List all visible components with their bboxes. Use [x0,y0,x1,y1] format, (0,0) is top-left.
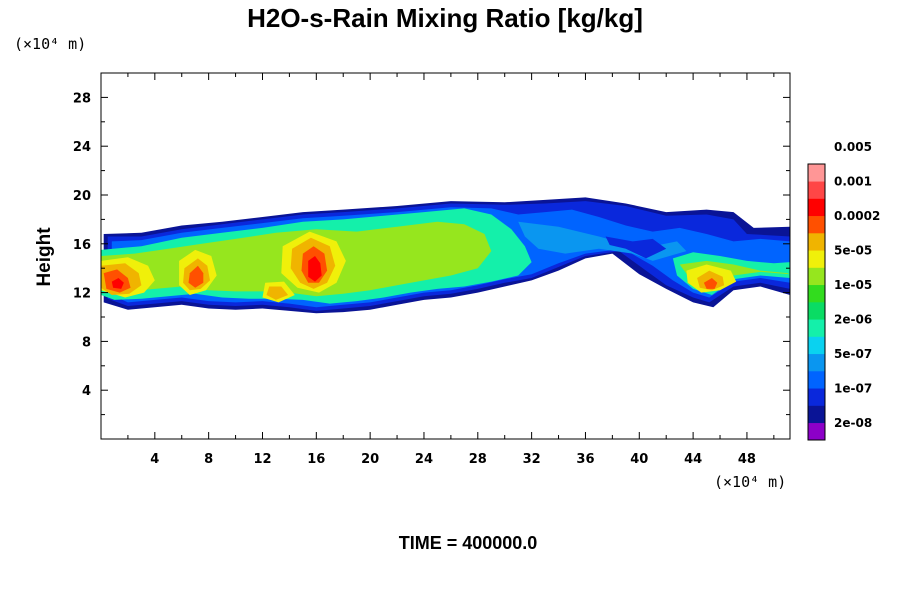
colorbar-label: 1e-07 [834,381,872,395]
colorbar-swatch [808,215,825,234]
x-unit-label: (×10⁴ m) [714,473,786,491]
colorbar-swatch [808,181,825,199]
contour-region [111,278,124,289]
contour-region [188,265,204,288]
colorbar-swatch [808,233,825,251]
y-tick-label: 4 [82,384,91,399]
colorbar-swatch [808,319,825,337]
x-tick-label: 4 [150,452,159,467]
colorbar-swatch [808,353,825,372]
colorbar-label: 2e-08 [834,416,872,430]
y-tick-label: 12 [73,287,91,302]
x-tick-label: 24 [415,452,433,467]
colorbar-label: 0.005 [834,140,872,154]
y-unit-label: (×10⁴ m) [14,35,86,53]
contour-region [703,278,718,289]
colorbar-swatch [808,250,825,268]
x-tick-label: 16 [307,452,325,467]
colorbar-label: 5e-07 [834,347,872,361]
contour-region [308,256,322,282]
colorbar-swatch [808,198,825,217]
colorbar-swatch [808,164,825,182]
x-tick-label: 20 [361,452,379,467]
colorbar-swatch [808,267,825,286]
plot-frame [100,72,791,440]
y-tick-label: 16 [73,238,91,253]
contour-regions [101,197,791,314]
colorbar: 2e-08 1e-07 5e-07 2e-06 1e-05 5e-05 0.0002 0.00… [807,140,880,441]
x-tick-label: 44 [684,452,702,467]
x-tick-label: 32 [523,452,541,467]
y-tick-label: 24 [73,140,91,155]
x-tick-label: 8 [204,452,213,467]
contour-region [266,286,289,300]
x-tick-label: 40 [630,452,648,467]
y-tick-label: 8 [82,335,91,350]
colorbar-swatch [808,405,825,424]
colorbar-label: 0.0002 [834,209,880,223]
y-axis-label: Height [34,227,55,287]
colorbar-swatch [808,284,825,303]
colorbar-label: 0.001 [834,174,872,188]
colorbar-label: 2e-06 [834,312,872,326]
colorbar-frame [807,163,826,441]
x-tick-label: 36 [576,452,594,467]
chart-title: H2O-s-Rain Mixing Ratio [kg/kg] [247,3,643,33]
colorbar-label: 1e-05 [834,278,872,292]
colorbar-swatch [808,371,825,389]
time-label: TIME = 400000.0 [399,533,538,553]
colorbar-swatch [808,422,825,441]
contour-region [605,236,667,259]
colorbar-swatch [808,388,825,406]
y-tick-label: 28 [73,91,91,106]
colorbar-label: 5e-05 [834,243,872,257]
colorbar-swatch [808,302,825,320]
y-tick-label: 20 [73,189,91,204]
x-tick-label: 12 [253,452,271,467]
x-tick-label: 28 [469,452,487,467]
colorbar-swatch [808,336,825,355]
x-tick-label: 48 [738,452,756,467]
